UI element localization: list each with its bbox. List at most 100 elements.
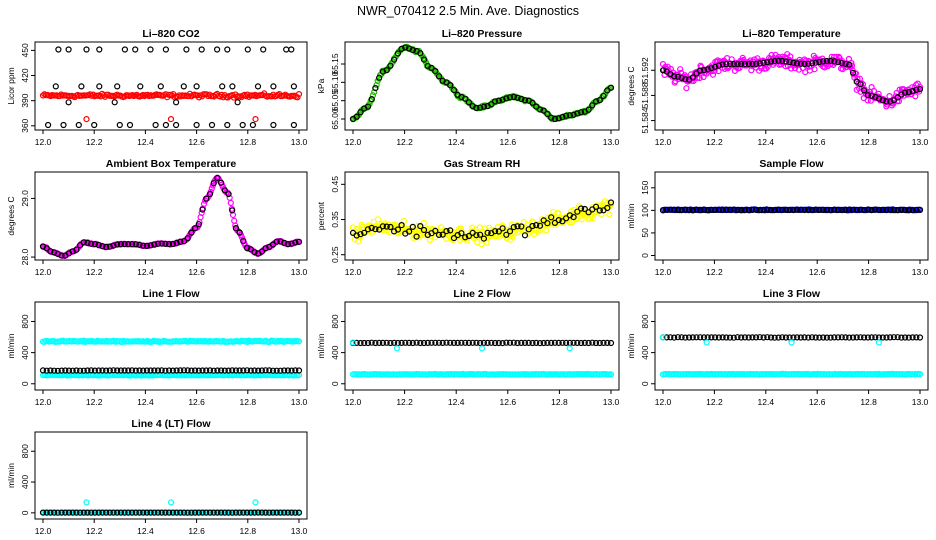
data-point [812,59,819,66]
data-point [192,225,199,232]
data-point [393,345,400,352]
data-point [719,61,726,68]
data-point [875,339,883,346]
data-point [244,244,251,252]
data-point [78,83,85,90]
data-point [221,187,228,194]
data-point [281,367,288,374]
data-point [247,367,254,374]
data-point [260,46,267,53]
data-point [506,94,514,101]
data-point [292,367,299,374]
data-point [872,93,879,101]
data-point [857,81,864,88]
y-tick-label: 65.05 [330,90,340,112]
data-point [73,246,80,253]
data-point [162,121,169,129]
data-point [214,174,221,181]
data-point [805,334,812,341]
data-point [76,509,84,516]
x-tick-label: 12.4 [758,397,775,407]
data-point [50,249,58,256]
data-point [288,46,295,53]
data-point [540,107,547,114]
data-point [548,114,555,121]
data-point [229,509,236,516]
data-point [762,65,770,72]
data-point [674,73,682,80]
data-point [406,339,413,346]
y-tick-label: 50 [640,228,650,238]
x-tick-label: 13.0 [912,137,929,147]
y-axis-label: ml/min [316,333,326,358]
data-point [782,58,790,65]
data-point [834,334,842,341]
data-point [600,92,607,99]
data-point [793,206,801,213]
x-tick-label: 12.0 [655,267,672,277]
data-point [775,334,782,341]
data-point [143,509,150,516]
x-tick-label: 12.2 [706,137,723,147]
data-point [700,334,708,341]
data-point [741,60,749,68]
data-point [132,509,139,516]
data-point [147,509,154,516]
data-point [284,367,291,374]
data-point [262,367,269,374]
data-point [562,339,570,346]
data-point [912,93,919,100]
data-point [503,231,510,238]
y-tick-label: 0.45 [330,176,340,193]
data-point [726,334,734,341]
x-tick-label: 12.8 [860,137,877,147]
data-point [846,206,853,213]
chart-panel: Line 4 (LT) Flow 12.0 12.2 12.4 12.6 12.8 13.0… [6,418,308,536]
data-point [391,339,398,346]
data-point [158,367,165,374]
data-point [199,509,206,516]
data-point [518,95,525,103]
data-point [838,206,845,213]
x-tick-label: 12.2 [86,267,103,277]
data-point [749,334,756,341]
data-point [462,234,469,241]
data-point [183,46,190,53]
data-point [136,367,143,374]
x-tick-label: 13.0 [291,267,308,277]
data-point [244,367,251,374]
x-tick-label: 12.2 [86,526,103,536]
data-point [379,339,386,346]
data-point [252,115,259,123]
data-point [83,115,90,123]
x-tick-label: 12.6 [188,526,205,536]
data-point [790,334,797,341]
data-point [697,67,704,74]
data-point [173,239,180,247]
data-point [480,103,487,110]
data-point [577,109,585,116]
data-point [76,367,84,374]
data-point [295,509,303,516]
x-tick-label: 12.2 [706,267,723,277]
x-tick-label: 12.0 [345,137,362,147]
data-point [683,85,690,92]
points-layer [349,43,615,123]
data-point [853,334,860,341]
data-point [99,243,106,250]
data-point [91,367,99,374]
data-point [596,339,603,347]
data-point [671,334,678,341]
data-point [596,207,603,214]
data-point [227,199,234,206]
x-tick-label: 12.6 [809,267,826,277]
y-tick-label: 29.0 [20,190,30,207]
data-point [677,66,684,73]
data-point [392,221,399,228]
y-tick-label: 51.584 [640,107,650,133]
y-tick-label: 360 [20,118,30,132]
data-point [473,339,480,346]
x-tick-label: 12.6 [500,137,517,147]
data-point [741,334,749,341]
